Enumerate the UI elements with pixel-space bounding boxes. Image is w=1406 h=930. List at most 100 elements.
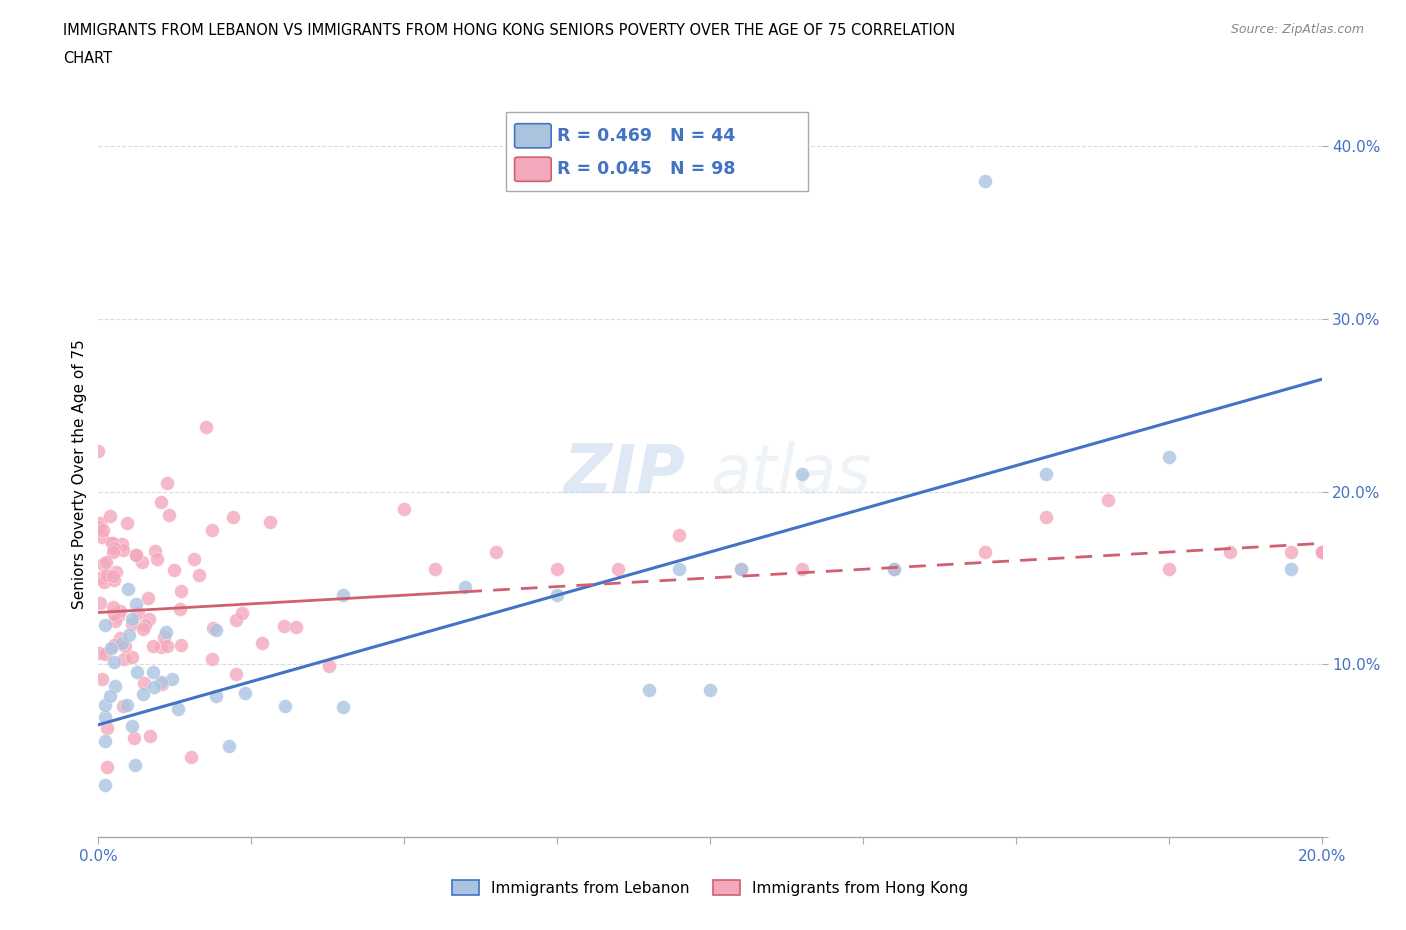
Point xyxy=(201,652,224,667)
Point xyxy=(89,516,111,531)
Point xyxy=(124,758,146,773)
Point xyxy=(1310,545,1333,560)
Point xyxy=(204,688,226,703)
Point xyxy=(183,551,205,566)
Point xyxy=(668,527,690,542)
Point xyxy=(108,631,131,645)
Point xyxy=(118,628,141,643)
Point xyxy=(94,777,117,792)
Point xyxy=(157,508,180,523)
Point xyxy=(112,698,135,713)
Point xyxy=(699,683,721,698)
Point xyxy=(142,639,165,654)
Point xyxy=(156,476,179,491)
Point xyxy=(132,686,155,701)
Point xyxy=(103,568,125,583)
Point xyxy=(205,622,228,637)
Point xyxy=(155,625,177,640)
Point xyxy=(108,604,131,618)
Point xyxy=(153,630,176,644)
Point xyxy=(89,595,111,610)
Point xyxy=(332,700,354,715)
Point xyxy=(96,555,118,570)
Point xyxy=(974,173,997,188)
Point xyxy=(790,562,813,577)
Text: IMMIGRANTS FROM LEBANON VS IMMIGRANTS FROM HONG KONG SENIORS POVERTY OVER THE AG: IMMIGRANTS FROM LEBANON VS IMMIGRANTS FR… xyxy=(63,23,956,38)
Point xyxy=(188,567,211,582)
Point xyxy=(163,563,186,578)
Point xyxy=(252,635,274,650)
Point xyxy=(143,544,166,559)
Point xyxy=(167,701,190,716)
Point xyxy=(103,637,125,652)
Point xyxy=(1035,510,1057,525)
Point xyxy=(285,619,308,634)
Point xyxy=(883,562,905,577)
Point xyxy=(231,605,253,620)
Point xyxy=(114,639,136,654)
Point xyxy=(201,620,224,635)
Point xyxy=(111,636,134,651)
Point xyxy=(136,591,159,605)
Point xyxy=(93,734,115,749)
Point xyxy=(103,540,125,555)
Point xyxy=(225,666,247,681)
Point xyxy=(138,611,160,626)
Point xyxy=(121,617,143,631)
Point xyxy=(93,575,115,590)
Point xyxy=(91,671,114,686)
Point xyxy=(392,501,416,516)
Point xyxy=(111,537,134,551)
Point xyxy=(790,467,813,482)
Y-axis label: Seniors Poverty Over the Age of 75: Seniors Poverty Over the Age of 75 xyxy=(72,339,87,609)
Text: atlas: atlas xyxy=(710,442,872,507)
Text: Source: ZipAtlas.com: Source: ZipAtlas.com xyxy=(1230,23,1364,36)
Point xyxy=(1157,562,1180,577)
Point xyxy=(132,675,155,690)
Point xyxy=(150,674,173,689)
Point xyxy=(318,658,340,673)
Point xyxy=(150,495,173,510)
Point xyxy=(1097,493,1119,508)
Point xyxy=(233,685,256,700)
Point xyxy=(93,710,115,724)
Point xyxy=(1219,545,1241,560)
Point xyxy=(103,606,125,621)
Point xyxy=(170,584,193,599)
Point xyxy=(1035,467,1057,482)
Point xyxy=(100,641,122,656)
Point xyxy=(730,562,752,577)
Point xyxy=(103,654,125,669)
Point xyxy=(103,536,125,551)
Point xyxy=(273,618,295,633)
Point xyxy=(169,638,191,653)
Point xyxy=(132,621,155,636)
Point xyxy=(98,688,121,703)
Point xyxy=(96,568,118,583)
Point xyxy=(93,618,115,632)
Point xyxy=(121,718,143,733)
Point xyxy=(93,698,115,712)
Point xyxy=(103,544,125,559)
Point xyxy=(93,646,115,661)
Point xyxy=(485,545,508,560)
Point xyxy=(96,721,118,736)
Point xyxy=(156,639,179,654)
Point xyxy=(1279,562,1302,577)
Text: ZIP: ZIP xyxy=(564,442,686,507)
Point xyxy=(1310,545,1333,560)
Point xyxy=(125,597,148,612)
Point xyxy=(124,730,146,745)
Point xyxy=(423,562,446,577)
Point xyxy=(637,683,661,698)
Point xyxy=(87,520,110,535)
Point xyxy=(146,552,169,567)
Point xyxy=(225,613,247,628)
Point xyxy=(1279,545,1302,560)
Point xyxy=(150,639,173,654)
Point xyxy=(91,523,114,538)
Point xyxy=(169,602,191,617)
Point xyxy=(121,612,143,627)
Point xyxy=(115,515,138,530)
Legend: Immigrants from Lebanon, Immigrants from Hong Kong: Immigrants from Lebanon, Immigrants from… xyxy=(446,873,974,902)
